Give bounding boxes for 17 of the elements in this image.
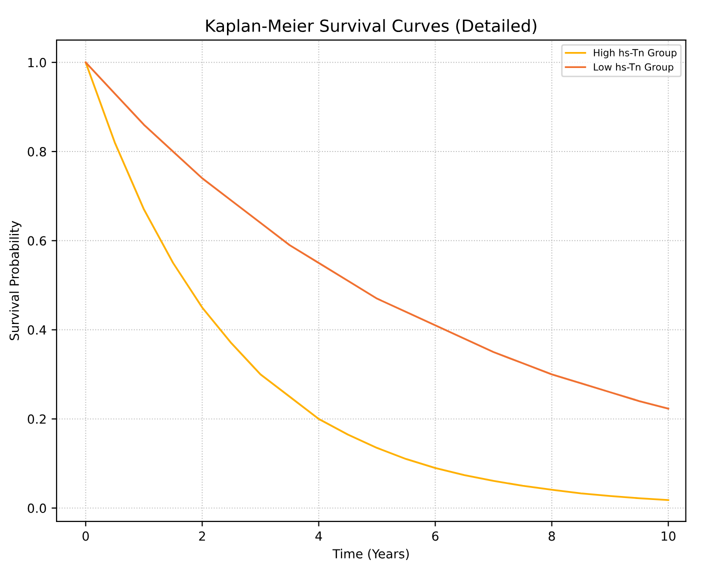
y-tick-label: 0.4 <box>28 325 46 335</box>
chart-title: Kaplan-Meier Survival Curves (Detailed) <box>206 19 536 36</box>
y-tick-label: 0.2 <box>28 414 46 424</box>
x-tick-label: 2 <box>199 531 205 541</box>
y-tick-label: 0.0 <box>28 504 46 513</box>
y-tick-label: 0.6 <box>28 236 46 246</box>
x-tick-label: 6 <box>432 531 438 541</box>
x-tick-label: 10 <box>662 531 676 541</box>
y-tick-label: 1.0 <box>28 58 46 68</box>
x-axis-title: Time (Years) <box>332 548 409 560</box>
legend-label: Low hs-Tn Group <box>594 63 674 73</box>
x-tick-label: 8 <box>548 531 555 541</box>
x-tick-label: 0 <box>82 531 89 541</box>
y-tick-label: 0.8 <box>28 147 46 156</box>
y-axis-title: Survival Probability <box>9 220 22 340</box>
legend-label: High hs-Tn Group <box>594 48 677 58</box>
x-tick-label: 4 <box>315 532 322 541</box>
